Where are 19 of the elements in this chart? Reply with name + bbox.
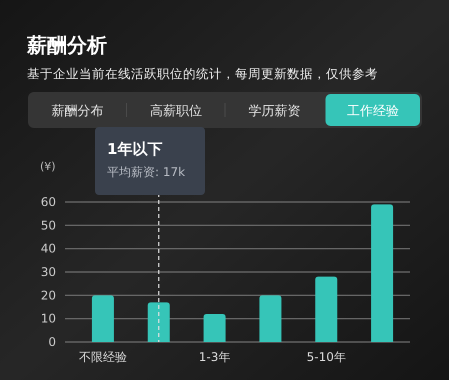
x-tick-label: 不限经验: [78, 350, 127, 364]
y-tick-label: 60: [40, 195, 56, 209]
text: 高薪职位: [150, 103, 202, 119]
y-tick-label: 20: [40, 288, 56, 302]
x-tick-label: 1-3年: [198, 350, 230, 364]
y-tick-label: 10: [40, 312, 56, 326]
chart-title: 薪酬分析: [26, 33, 107, 57]
y-tick-label: 0: [48, 335, 56, 349]
text: 1年以下: [107, 140, 162, 158]
y-axis-title: (¥): [40, 160, 56, 173]
x-tick-label: 5-10年: [306, 350, 346, 364]
y-tick-label: 50: [40, 218, 56, 232]
text: 工作经验: [346, 104, 399, 119]
text: 薪酬分布: [51, 104, 104, 119]
y-tick-label: 40: [40, 242, 56, 256]
y-tick-label: 30: [40, 265, 56, 279]
text: 平均薪资: 17k: [107, 165, 186, 179]
chart-subtitle: 基于企业当前在线活跃职位的统计，每周更新数据，仅供参考: [27, 66, 378, 81]
text: 学历薪资: [248, 104, 300, 119]
